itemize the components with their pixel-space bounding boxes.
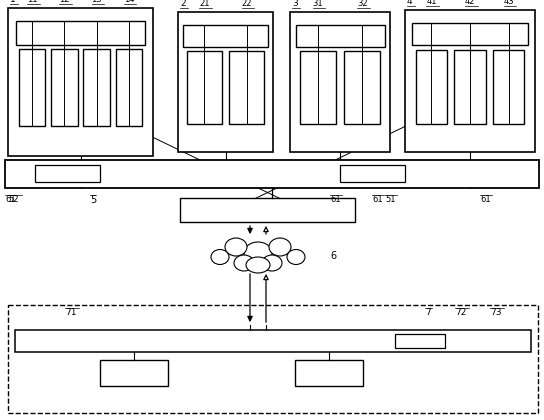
Text: 61: 61 bbox=[5, 195, 16, 204]
Bar bbox=[230, 51, 264, 124]
Text: 43: 43 bbox=[503, 0, 514, 6]
Text: 2: 2 bbox=[180, 0, 186, 8]
Text: 72: 72 bbox=[455, 308, 466, 317]
Ellipse shape bbox=[244, 242, 272, 264]
Text: 3: 3 bbox=[292, 0, 298, 8]
Bar bbox=[100, 360, 168, 386]
Ellipse shape bbox=[246, 257, 270, 273]
Bar bbox=[51, 50, 78, 126]
Bar bbox=[180, 198, 355, 222]
Text: 1: 1 bbox=[10, 0, 16, 4]
Text: 52: 52 bbox=[8, 195, 18, 204]
Text: 61: 61 bbox=[372, 195, 382, 204]
Text: 42: 42 bbox=[465, 0, 475, 6]
Text: 32: 32 bbox=[357, 0, 368, 8]
Bar bbox=[340, 165, 405, 182]
Text: 41: 41 bbox=[426, 0, 437, 6]
Bar bbox=[454, 50, 486, 123]
Bar bbox=[344, 51, 380, 124]
Bar bbox=[412, 23, 528, 45]
Bar bbox=[178, 12, 273, 152]
Ellipse shape bbox=[211, 249, 229, 265]
Text: 4: 4 bbox=[407, 0, 413, 6]
Bar bbox=[395, 334, 445, 348]
Text: 51: 51 bbox=[385, 195, 395, 204]
Ellipse shape bbox=[225, 238, 247, 256]
Bar bbox=[15, 330, 531, 352]
Text: 61: 61 bbox=[330, 195, 341, 204]
Text: 12: 12 bbox=[59, 0, 70, 4]
Ellipse shape bbox=[234, 255, 254, 271]
Bar bbox=[116, 50, 142, 126]
Bar bbox=[416, 50, 447, 123]
Bar bbox=[295, 360, 363, 386]
Bar bbox=[5, 160, 539, 188]
Text: 14: 14 bbox=[123, 0, 134, 4]
Text: 6: 6 bbox=[330, 251, 336, 261]
Text: 22: 22 bbox=[242, 0, 252, 8]
Text: 5: 5 bbox=[90, 195, 96, 205]
Text: 7: 7 bbox=[425, 308, 431, 317]
Text: 21: 21 bbox=[199, 0, 209, 8]
Bar bbox=[187, 51, 222, 124]
Bar bbox=[295, 25, 385, 47]
Bar bbox=[83, 50, 110, 126]
Bar bbox=[290, 12, 390, 152]
Text: 71: 71 bbox=[65, 308, 77, 317]
Bar bbox=[19, 50, 45, 126]
Text: 31: 31 bbox=[312, 0, 323, 8]
Bar bbox=[493, 50, 524, 123]
Ellipse shape bbox=[262, 255, 282, 271]
Bar bbox=[16, 21, 145, 45]
Text: 11: 11 bbox=[27, 0, 38, 4]
Text: 61: 61 bbox=[480, 195, 491, 204]
Ellipse shape bbox=[269, 238, 291, 256]
Bar bbox=[8, 8, 153, 156]
Text: 13: 13 bbox=[91, 0, 102, 4]
Bar bbox=[8, 305, 538, 413]
Ellipse shape bbox=[287, 249, 305, 265]
Bar bbox=[183, 25, 268, 47]
Text: 73: 73 bbox=[490, 308, 502, 317]
Bar bbox=[35, 165, 100, 182]
Bar bbox=[300, 51, 336, 124]
Bar bbox=[405, 10, 535, 152]
